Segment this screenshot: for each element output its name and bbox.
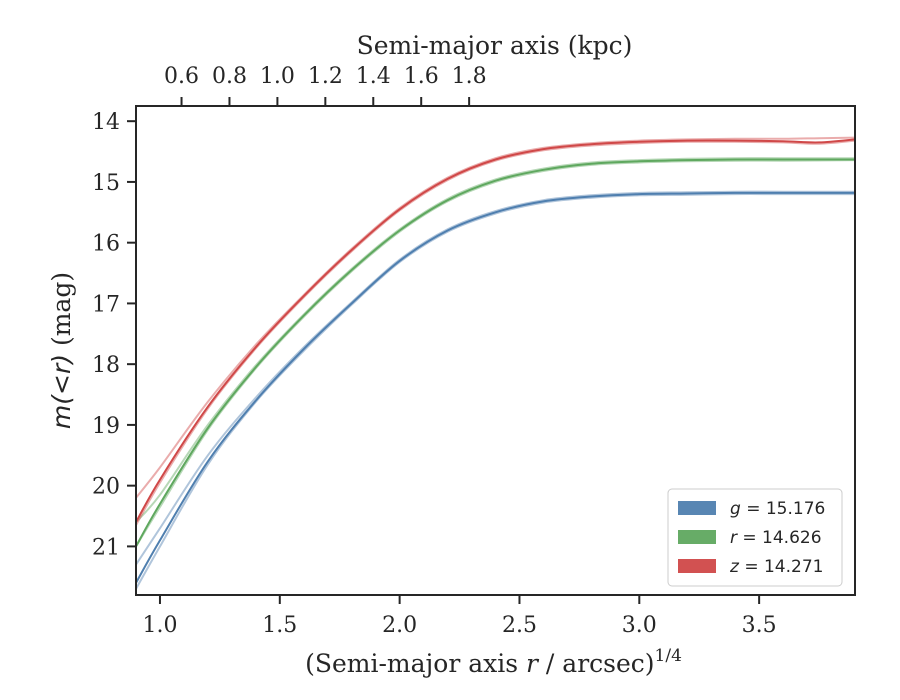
series-g-lower-bound [136, 193, 855, 590]
legend-swatch-g [678, 501, 716, 515]
y-tick-label: 17 [92, 292, 120, 317]
top-tick-label: 1.2 [308, 64, 343, 89]
plot-frame [135, 105, 856, 596]
x-tick-label: 2.5 [502, 613, 537, 638]
series-g-upper-bound [136, 190, 855, 566]
y-tick-label: 21 [92, 535, 120, 560]
series-layer [136, 136, 855, 590]
x-axis-title-var: r [526, 649, 540, 678]
series-r [136, 157, 855, 547]
x-axis-title-prefix: (Semi-major axis [305, 649, 526, 678]
x-axis-title-exponent: 1/4 [655, 646, 682, 666]
y-tick-label: 20 [92, 475, 120, 500]
y-axis-title-math: m(<r) [47, 354, 76, 429]
top-axis-title: Semi-major axis (kpc) [357, 31, 633, 60]
top-tick-label: 1.0 [260, 64, 295, 89]
legend: g = 15.176 r = 14.626 z = 14.271 [667, 488, 843, 587]
legend-label-z: z = 14.271 [729, 557, 823, 577]
x-axis-title: (Semi-major axis r / arcsec)1/4 [305, 646, 682, 678]
x-tick-label: 2.0 [382, 613, 417, 638]
top-tick-label: 1.6 [404, 64, 439, 89]
y-tick-label: 14 [92, 110, 120, 135]
top-tick-label: 0.6 [164, 64, 199, 89]
y-axis-title: m(<r) (mag) [47, 272, 76, 429]
top-tick-label: 1.8 [452, 64, 487, 89]
x-tick-label: 3.0 [622, 613, 657, 638]
series-g [136, 190, 855, 590]
legend-swatch-z [678, 559, 716, 573]
x-axis-title-suffix: / arcsec) [538, 649, 655, 678]
top-tick-label: 0.8 [212, 64, 247, 89]
x-tick-label: 1.5 [262, 613, 297, 638]
series-r-lower-bound [136, 159, 855, 547]
series-r-upper-bound [136, 157, 855, 523]
y-axis-title-unit: (mag) [47, 272, 76, 354]
series-z-lower-bound [136, 139, 855, 526]
series-z-line [136, 138, 855, 523]
legend-label-g: g = 15.176 [730, 499, 825, 519]
y-axis-ticks: 14 15 16 17 18 19 20 21 [92, 110, 136, 560]
y-tick-label: 18 [92, 353, 120, 378]
top-tick-label: 1.4 [356, 64, 391, 89]
series-z-upper-bound [136, 136, 855, 499]
x-axis-ticks: 1.0 1.5 2.0 2.5 3.0 3.5 [142, 595, 777, 638]
legend-label-r: r = 14.626 [730, 528, 822, 548]
y-tick-label: 19 [92, 414, 120, 439]
y-tick-label: 15 [92, 171, 120, 196]
series-r-line [136, 158, 855, 547]
x-tick-label: 1.0 [142, 613, 177, 638]
legend-swatch-r [678, 530, 716, 544]
series-z [136, 136, 855, 526]
x-tick-label: 3.5 [742, 613, 777, 638]
y-tick-label: 16 [92, 232, 120, 257]
top-axis-ticks: 0.6 0.8 1.0 1.2 1.4 1.6 1.8 [164, 64, 487, 106]
series-g-line [136, 191, 855, 584]
